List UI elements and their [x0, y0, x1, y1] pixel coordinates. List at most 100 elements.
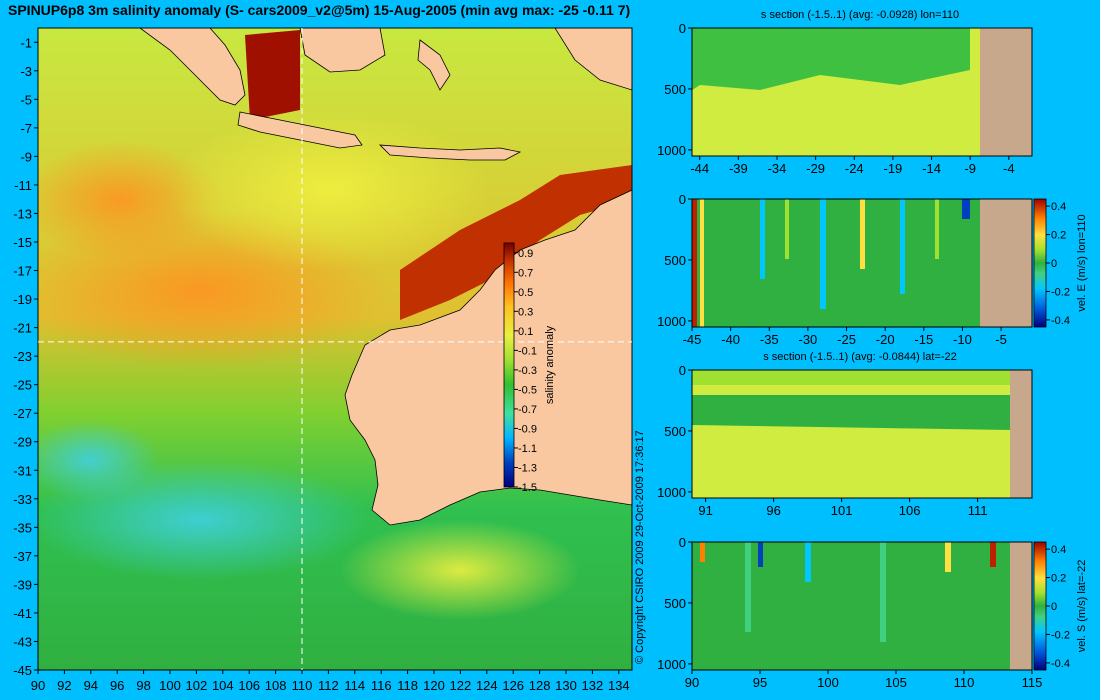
y-tick-label: -3: [20, 64, 32, 79]
colorbar-tick-label: 0.4: [1051, 201, 1066, 213]
y-tick-label: 0: [679, 21, 686, 36]
colorbar-tick-label: -0.5: [518, 384, 537, 396]
colorbar-tick-label: 0: [1051, 601, 1057, 613]
y-tick-label: 500: [664, 596, 686, 611]
colorbar-tick-label: -0.2: [1051, 629, 1070, 641]
x-tick-label: -20: [876, 332, 895, 347]
colorbar-tick-label: -0.4: [1051, 658, 1070, 670]
x-tick-label: 124: [476, 678, 498, 693]
section-surface-yellow: [692, 370, 1012, 385]
java-sea-high-salinity: [245, 30, 300, 120]
colorbar-tick-label: -0.2: [1051, 286, 1070, 298]
y-tick-label: -41: [13, 606, 32, 621]
velE-colorbar-bar: [1033, 198, 1047, 328]
x-tick-label: -4: [1003, 161, 1015, 176]
x-tick-label: -29: [806, 161, 825, 176]
section-panel-salinity-lon: s section (-1.5..1) (avg: -0.0928) lon=1…: [657, 9, 1033, 176]
x-tick-label: 111: [968, 503, 988, 518]
x-tick-label: -5: [995, 332, 1007, 347]
x-tick-label: 122: [450, 678, 472, 693]
x-tick-label: 115: [1022, 675, 1043, 690]
x-tick-label: -40: [721, 332, 740, 347]
x-tick-label: 126: [502, 678, 524, 693]
section-field: [692, 370, 1032, 498]
x-tick-label: -35: [760, 332, 779, 347]
x-tick-label: -14: [922, 161, 941, 176]
velocity-stripes: [692, 199, 970, 327]
section-land-lon: [980, 28, 1032, 156]
x-tick-label: 91: [698, 503, 712, 518]
lesser-sunda-islands: [378, 144, 522, 161]
y-tick-label: -17: [13, 264, 32, 279]
x-tick-label: -19: [884, 161, 903, 176]
section-frame: [691, 369, 1033, 499]
x-tick-label: 134: [608, 678, 630, 693]
y-tick-label: -1: [20, 35, 32, 50]
y-tick-label: 500: [664, 424, 686, 439]
map-panel: 90 92 94 96 98 100 102 104 106 108 110 112 114 116 118…: [13, 27, 633, 693]
x-tick-label: -44: [690, 161, 709, 176]
map-y-axis: -1 -3 -5 -7 -9 -11 -13 -15 -17 -19 -21 -23 -25 -27 -29…: [13, 35, 38, 678]
section-surface-green: [692, 28, 970, 90]
x-tick-label: -15: [914, 332, 933, 347]
y-tick-label: -33: [13, 492, 32, 507]
colorbar-tick-label: -0.4: [1051, 315, 1070, 327]
section-title-lon: s section (-1.5..1) (avg: -0.0928) lon=1…: [761, 9, 959, 21]
x-tick-label: 100: [159, 678, 181, 693]
shelf-high-salinity: [400, 165, 632, 320]
y-tick-label: -39: [13, 577, 32, 592]
colorbar-tick-label: -1.3: [518, 462, 537, 474]
x-tick-label: -9: [964, 161, 976, 176]
section-land-velS: [1010, 542, 1032, 670]
colorbar-tick-label: 0.2: [1051, 230, 1066, 242]
colorbar-tick-label: 0.3: [518, 306, 533, 318]
section-panel-velS-lat: 90 95 100 105 110 115 0 500 1000 0.4 0.2 0 -0.2 -0.4…: [657, 535, 1088, 690]
colorbar-tick-label: 0.1: [518, 326, 533, 338]
y-tick-label: -9: [20, 149, 32, 164]
x-tick-label: 94: [84, 678, 98, 693]
x-tick-label: 90: [31, 678, 45, 693]
x-tick-label: 95: [753, 675, 767, 690]
borneo-land: [299, 28, 386, 73]
x-tick-label: 112: [318, 678, 339, 693]
y-tick-label: -21: [13, 321, 32, 336]
x-tick-label: 132: [582, 678, 604, 693]
colorbar-tick-label: 0.4: [1051, 544, 1066, 556]
section-land-lat: [1010, 370, 1032, 498]
y-tick-label: -27: [13, 406, 32, 421]
x-tick-label: 102: [186, 678, 208, 693]
new-guinea-land: [554, 28, 632, 91]
section-frame: [691, 27, 1033, 157]
y-tick-label: 1000: [657, 485, 686, 500]
x-tick-label: 90: [685, 675, 699, 690]
x-tick-label: 108: [265, 678, 287, 693]
y-tick-label: -29: [13, 435, 32, 450]
salinity-colorbar-label: salinity anomaly: [544, 325, 556, 404]
y-tick-label: 1000: [657, 314, 686, 329]
x-tick-label: 105: [885, 675, 907, 690]
x-tick-label: -45: [683, 332, 702, 347]
y-tick-label: -5: [20, 92, 32, 107]
main-title: SPINUP6p8 3m salinity anomaly (S- cars20…: [8, 2, 631, 18]
x-tick-label: -30: [799, 332, 818, 347]
section-panel-velE-lon: -45 -40 -35 -30 -25 -20 -15 -10 -5 0 500 1000 0.4 0.…: [657, 192, 1088, 347]
y-tick-label: -13: [13, 206, 32, 221]
colorbar-tick-label: 0: [1051, 258, 1057, 270]
y-tick-label: 500: [664, 82, 686, 97]
x-tick-label: 130: [555, 678, 577, 693]
x-tick-label: 92: [57, 678, 71, 693]
colorbar-tick-label: 0.2: [1051, 573, 1066, 585]
x-tick-label: 120: [423, 678, 445, 693]
x-tick-label: 98: [136, 678, 150, 693]
y-tick-label: -11: [14, 178, 32, 193]
x-tick-label: 100: [817, 675, 839, 690]
colorbar-tick-label: 0.7: [518, 267, 533, 279]
y-tick-label: 1000: [657, 143, 686, 158]
x-tick-label: 118: [397, 678, 418, 693]
colorbar-tick-label: -0.1: [518, 345, 537, 357]
y-tick-label: -23: [13, 349, 32, 364]
section-frame: [691, 541, 1033, 671]
colorbar-tick-label: -0.3: [518, 365, 537, 377]
y-tick-label: -15: [13, 235, 32, 250]
